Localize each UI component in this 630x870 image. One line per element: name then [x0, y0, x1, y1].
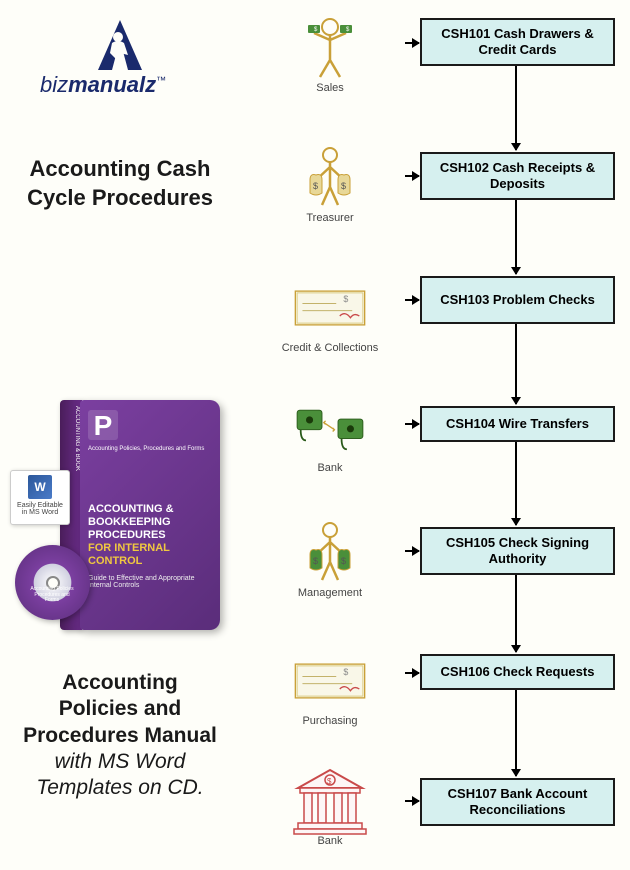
svg-text:$: $ — [343, 666, 348, 676]
role-label: Management — [245, 587, 415, 599]
svg-text:$: $ — [327, 777, 332, 786]
role-sales: $ $ Sales — [245, 15, 415, 94]
treasurer-icon: $ $ — [290, 145, 370, 210]
flow-arrow-down — [515, 200, 517, 274]
role-management: $ $ Management — [245, 520, 415, 599]
management-icon: $ $ — [290, 520, 370, 585]
ms-word-badge: W Easily Editable in MS Word — [10, 470, 70, 525]
logo-trademark: ™ — [156, 76, 166, 87]
brand-logo: bizmanualz™ — [40, 15, 220, 98]
check-icon: $ — [290, 648, 370, 713]
logo-text: bizmanualz™ — [40, 72, 220, 98]
cd-label: Accounting Policies Procedures and Forms — [27, 587, 77, 604]
logo-runner-icon — [90, 15, 150, 75]
connector-arrow — [405, 42, 419, 44]
connector-arrow — [405, 800, 419, 802]
phone-icon — [290, 395, 370, 460]
flow-arrow-down — [515, 66, 517, 150]
flow-arrow-down — [515, 575, 517, 652]
book-small-top: Accounting Policies, Procedures and Form… — [88, 446, 212, 453]
procedure-box-csh103: CSH103 Problem Checks — [420, 276, 615, 324]
book-blurb: Guide to Effective and Appropriate Inter… — [88, 575, 212, 589]
connector-arrow — [405, 672, 419, 674]
procedure-box-csh104: CSH104 Wire Transfers — [420, 406, 615, 442]
roles-column: $ $ Sales $ $ Treasurer $ Credit & Colle… — [245, 0, 415, 870]
role-label: Bank — [245, 835, 415, 847]
role-label: Purchasing — [245, 715, 415, 727]
procedure-box-csh102: CSH102 Cash Receipts & Deposits — [420, 152, 615, 200]
role-label: Sales — [245, 82, 415, 94]
procedure-box-csh106: CSH106 Check Requests — [420, 654, 615, 690]
role-credit-collections: $ Credit & Collections — [245, 275, 415, 354]
connector-arrow — [405, 550, 419, 552]
check-icon: $ — [290, 275, 370, 340]
role-label: Treasurer — [245, 212, 415, 224]
procedures-column: CSH101 Cash Drawers & Credit Cards CSH102… — [420, 0, 620, 870]
word-icon: W — [28, 475, 52, 499]
heading-cash-cycle: Accounting Cash Cycle Procedures — [20, 155, 220, 212]
svg-text:$: $ — [313, 181, 318, 191]
heading-manual-bold: Accounting Policies and Procedures Manua… — [23, 671, 217, 747]
role-purchasing: $ Purchasing — [245, 648, 415, 727]
book-main-title: ACCOUNTING & BOOKKEEPING PROCEDURES FOR … — [88, 503, 212, 569]
role-label: Credit & Collections — [245, 342, 415, 354]
connector-arrow — [405, 299, 419, 301]
book-cover: P Accounting Policies, Procedures and Fo… — [80, 400, 220, 630]
role-bank: $ Bank — [245, 768, 415, 847]
flow-arrow-down — [515, 690, 517, 776]
book-letter: P — [88, 410, 118, 440]
word-badge-text: Easily Editable in MS Word — [15, 502, 65, 516]
sales-icon: $ $ — [290, 15, 370, 80]
left-column: bizmanualz™ Accounting Cash Cycle Proced… — [0, 0, 240, 870]
product-cd: Accounting Policies Procedures and Forms — [15, 545, 90, 620]
product-book-area: ACCOUNTING & BOOK P Accounting Policies,… — [10, 400, 230, 650]
logo-brand-left: biz — [40, 72, 68, 97]
svg-text:$: $ — [343, 293, 348, 303]
logo-brand-right: manualz — [68, 72, 156, 97]
role-treasurer: $ $ Treasurer — [245, 145, 415, 224]
connector-arrow — [405, 423, 419, 425]
flow-arrow-down — [515, 442, 517, 525]
procedure-box-csh105: CSH105 Check Signing Authority — [420, 527, 615, 575]
role-label: Bank — [245, 462, 415, 474]
svg-text:$: $ — [341, 556, 346, 566]
bank-icon: $ — [290, 768, 370, 833]
heading-manual-ital: with MS Word Templates on CD. — [36, 750, 203, 799]
procedure-box-csh107: CSH107 Bank Account Reconciliations — [420, 778, 615, 826]
role-bank: Bank — [245, 395, 415, 474]
procedure-box-csh101: CSH101 Cash Drawers & Credit Cards — [420, 18, 615, 66]
svg-text:$: $ — [341, 181, 346, 191]
connector-arrow — [405, 175, 419, 177]
flow-arrow-down — [515, 324, 517, 404]
svg-text:$: $ — [313, 556, 318, 566]
heading-manual: Accounting Policies and Procedures Manua… — [20, 670, 220, 801]
